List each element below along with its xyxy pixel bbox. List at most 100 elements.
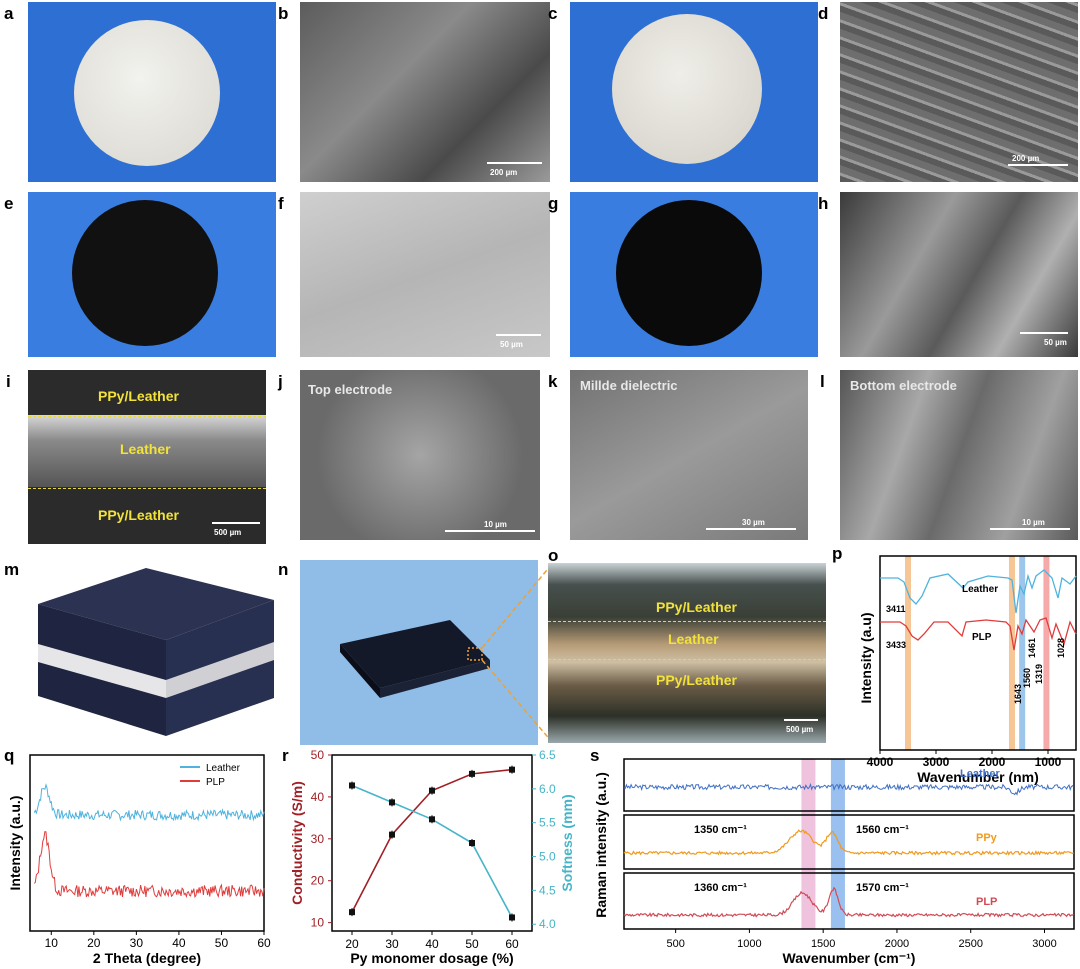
panel-label-r: r [282, 746, 289, 765]
scale-label-d: 200 µm [1012, 154, 1040, 163]
conductivity-point [509, 766, 515, 773]
legend-plp: PLP [206, 777, 225, 788]
scale-label-j: 10 µm [484, 520, 507, 529]
legend-plp: PLP [976, 896, 997, 908]
x-tick-label: 3000 [1032, 938, 1056, 950]
plp-peak-1: 1360 cm⁻¹ [694, 882, 747, 894]
layer-label-middle: Leather [120, 441, 171, 457]
peak-3411: 3411 [886, 604, 906, 614]
dashed-line-bottom [28, 488, 266, 489]
x-tick-label: 30 [130, 936, 144, 950]
layer-label-middle: Leather [668, 631, 719, 647]
r-xlabel: Py monomer dosage (%) [350, 950, 513, 966]
panel-label-i: i [6, 372, 11, 391]
x-tick-label: 500 [666, 938, 684, 950]
scale-bar-k [706, 528, 796, 530]
y-tick-label-right: 5.5 [539, 816, 556, 830]
ftir-plp-line [880, 617, 1077, 651]
photo-a [28, 2, 276, 182]
scale-label-o: 500 µm [786, 725, 814, 734]
ppy-leather-disc [72, 200, 218, 346]
peak-1461: 1461 [1027, 638, 1037, 658]
photo-e [28, 192, 276, 357]
scale-label-k: 30 µm [742, 518, 765, 527]
scale-bar-o [784, 719, 818, 721]
softness-point [389, 799, 395, 806]
softness-point [349, 782, 355, 789]
panel-label-c: c [548, 4, 558, 23]
peak-1560: 1560 [1022, 668, 1032, 688]
zoom-lines [481, 563, 553, 743]
r-ylabel-right: Softness (mm) [559, 794, 575, 891]
legend-plp: PLP [972, 632, 992, 643]
highlight-band-g [830, 759, 845, 929]
panel-label-n: n [278, 560, 289, 579]
highlight-band [1008, 556, 1015, 750]
x-tick-label: 20 [87, 936, 101, 950]
layer-label-bottom: PPy/Leather [656, 672, 737, 688]
layer-label-top: PPy/Leather [98, 388, 179, 404]
chart-s-raman: Leather PPy PLP 1350 cm⁻¹ 1560 cm⁻¹ 1360… [593, 758, 1075, 966]
panel-label-e: e [4, 194, 14, 213]
peak-1643: 1643 [1013, 684, 1023, 704]
conductivity-point [429, 787, 435, 794]
y-tick-label-right: 5.0 [539, 850, 556, 864]
conductivity-point [389, 831, 395, 838]
panel-label-d: d [818, 4, 829, 23]
sem-k: Millde dielectric 30 µm [570, 370, 808, 540]
ppy-peak-2: 1560 cm⁻¹ [856, 824, 909, 836]
xrd-plp-line [33, 830, 265, 899]
x-tick-label: 30 [385, 937, 399, 951]
photo-o-cross-section: PPy/Leather Leather PPy/Leather 500 µm [548, 563, 826, 743]
layer-label-bottom: PPy/Leather [98, 507, 179, 523]
x-tick-label: 20 [345, 937, 359, 951]
x-tick-label: 60 [505, 937, 519, 951]
panel-label-q: q [4, 746, 15, 765]
panel-label-a: a [4, 4, 14, 23]
x-tick-label: 60 [257, 936, 271, 950]
leather-disc [74, 20, 220, 166]
peak-1028: 1028 [1056, 638, 1066, 658]
leather-disc [612, 14, 762, 164]
conductivity-point [469, 770, 475, 777]
x-tick-label: 40 [172, 936, 186, 950]
x-tick-label: 1000 [737, 938, 761, 950]
raman-leather-line [623, 782, 1075, 796]
panel-label-o: o [548, 546, 559, 565]
peak-1319: 1319 [1034, 664, 1044, 684]
highlight-band [1043, 556, 1050, 750]
scale-bar-j [445, 530, 535, 532]
r-ylabel-left: Conductivity (S/m) [289, 781, 305, 905]
y-tick-label-left: 20 [311, 874, 325, 888]
panel-label-j: j [278, 372, 283, 391]
softness-line [351, 784, 513, 918]
panel-label-g: g [548, 194, 559, 213]
sem-title-k: Millde dielectric [580, 378, 678, 393]
panel-label-m: m [4, 560, 20, 579]
scale-bar-l [990, 528, 1070, 530]
sem-i-cross-section: PPy/Leather Leather PPy/Leather 500 µm [28, 370, 266, 544]
sem-title-l: Bottom electrode [850, 378, 957, 393]
scale-bar-b [487, 162, 542, 164]
y-tick-label-right: 6.5 [539, 748, 556, 762]
x-tick-label: 10 [45, 936, 59, 950]
peak-3433: 3433 [886, 640, 906, 650]
legend-leather: Leather [962, 584, 998, 595]
q-ylabel: Intensity (a.u.) [7, 796, 23, 891]
y-tick-label-right: 4.0 [539, 917, 556, 931]
panel-label-h: h [818, 194, 829, 213]
device-photo [340, 620, 490, 698]
legend-leather: Leather [960, 768, 1000, 780]
y-tick-label-right: 6.0 [539, 782, 556, 796]
dashed-line-bottom [548, 659, 826, 660]
sem-d: 200 µm [840, 2, 1078, 182]
x-tick-label: 40 [425, 937, 439, 951]
legend-ppy: PPy [976, 832, 998, 844]
q-xlabel: 2 Theta (degree) [93, 950, 201, 966]
xrd-leather-line [33, 783, 265, 822]
y-tick-label-left: 50 [311, 748, 325, 762]
sem-f: 50 µm [300, 192, 550, 357]
y-tick-label-right: 4.5 [539, 883, 556, 897]
sem-b: 200 µm [300, 2, 550, 182]
softness-point [429, 816, 435, 823]
